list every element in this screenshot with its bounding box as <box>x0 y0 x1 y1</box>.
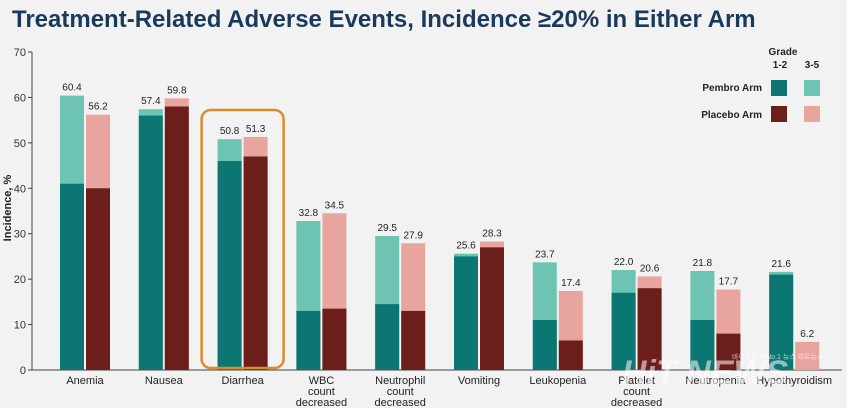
data-label-placebo: 27.9 <box>403 230 423 241</box>
category-label: decreased <box>375 397 426 408</box>
data-label-pembro: 22.0 <box>614 257 634 268</box>
data-label-placebo: 17.4 <box>561 278 581 289</box>
category-label: count <box>623 386 650 398</box>
bar-placebo-grade12 <box>637 288 662 370</box>
y-tick-label: 50 <box>14 138 26 150</box>
data-label-pembro: 29.5 <box>377 223 397 234</box>
bar-pembro-grade12 <box>375 304 400 370</box>
bar-placebo-grade12 <box>164 106 189 370</box>
watermark-logo: HiT NEWS 바이오업계 No.1 뉴스 히트뉴스 <box>622 352 824 392</box>
data-label-placebo: 51.3 <box>246 124 266 135</box>
y-tick-label: 20 <box>14 274 26 286</box>
legend-swatch-placebo-grade35 <box>804 106 820 122</box>
bar-placebo-grade12 <box>558 340 583 370</box>
bars-layer <box>60 95 820 371</box>
legend-swatch-placebo-grade12 <box>771 106 787 122</box>
bar-pembro-grade12 <box>690 320 715 370</box>
bar-pembro-grade12 <box>611 292 636 370</box>
data-label-pembro: 21.6 <box>771 259 791 270</box>
bar-pembro-grade12 <box>296 310 321 370</box>
category-label: count <box>308 386 335 398</box>
category-label: Neutropenia <box>685 375 746 387</box>
category-label: decreased <box>611 397 662 408</box>
watermark-text: HiT NEWS <box>622 354 789 392</box>
y-tick-label: 70 <box>14 47 26 59</box>
legend-swatch-pembro-grade12 <box>771 80 787 96</box>
legend: Grade 1-2 3-5 Pembro Arm Placebo Arm <box>701 47 820 122</box>
legend-grade-high: 3-5 <box>805 60 820 71</box>
data-label-placebo: 34.5 <box>325 200 345 211</box>
data-label-pembro: 32.8 <box>299 208 319 219</box>
category-label: Vomiting <box>458 375 500 387</box>
category-label: Nausea <box>145 375 184 387</box>
data-label-placebo: 6.2 <box>800 329 814 340</box>
data-label-pembro: 50.8 <box>220 126 240 137</box>
category-label: Diarrhea <box>222 375 265 387</box>
data-label-pembro: 57.4 <box>141 96 161 107</box>
category-label: decreased <box>296 397 347 408</box>
y-tick-label: 10 <box>14 320 26 332</box>
bar-placebo-grade12 <box>86 188 110 370</box>
bar-pembro-grade12 <box>217 161 242 370</box>
legend-swatch-pembro-grade35 <box>804 80 820 96</box>
data-label-pembro: 21.8 <box>693 258 713 269</box>
bar-pembro-grade12 <box>60 183 84 370</box>
highlight-box <box>200 108 285 370</box>
y-axis-title: Incidence, % <box>2 174 14 241</box>
bar-placebo-grade12 <box>716 333 741 370</box>
legend-grade-title: Grade <box>769 47 798 58</box>
data-label-placebo: 17.7 <box>719 277 739 288</box>
bar-pembro-grade12 <box>454 256 478 370</box>
bar-placebo-grade12 <box>480 247 504 370</box>
y-tick-label: 40 <box>14 183 26 195</box>
category-label: Hypothyroidism <box>756 375 832 387</box>
data-label-placebo: 28.3 <box>482 228 502 239</box>
labels-layer: 60.4 56.2 Anemia 57.4 59.8 Nausea 50.8 51.3 Diar… <box>62 83 832 408</box>
category-label: WBC <box>309 375 335 387</box>
data-label-placebo: 20.6 <box>640 263 660 274</box>
data-label-placebo: 56.2 <box>88 102 108 113</box>
y-tick-label: 60 <box>14 92 26 104</box>
y-tick-label: 0 <box>20 365 26 377</box>
bar-pembro-grade12 <box>532 320 557 370</box>
chart-title: Treatment-Related Adverse Events, Incide… <box>12 6 756 33</box>
category-label: count <box>387 386 414 398</box>
data-label-placebo: 59.8 <box>167 85 187 96</box>
data-label-pembro: 60.4 <box>62 83 82 94</box>
legend-pembro-label: Pembro Arm <box>702 83 762 94</box>
category-label: Anemia <box>66 375 104 387</box>
watermark-subtext: 바이오업계 No.1 뉴스 히트뉴스 <box>732 352 824 361</box>
bar-placebo-grade12 <box>401 310 426 370</box>
category-label: Platelet <box>618 375 655 387</box>
category-label: Neutrophil <box>375 375 425 387</box>
legend-grade-low: 1-2 <box>773 60 788 71</box>
y-tick-label: 30 <box>14 229 26 241</box>
bar-pembro-grade12 <box>769 274 794 370</box>
bar-placebo-grade12 <box>243 156 268 370</box>
bar-pembro-grade12 <box>138 115 163 370</box>
data-label-pembro: 23.7 <box>535 249 555 260</box>
category-label: Leukopenia <box>529 375 587 387</box>
bar-placebo-grade35 <box>795 341 820 370</box>
data-label-pembro: 25.6 <box>456 241 476 252</box>
legend-placebo-label: Placebo Arm <box>701 110 762 121</box>
bar-placebo-grade12 <box>322 308 347 370</box>
